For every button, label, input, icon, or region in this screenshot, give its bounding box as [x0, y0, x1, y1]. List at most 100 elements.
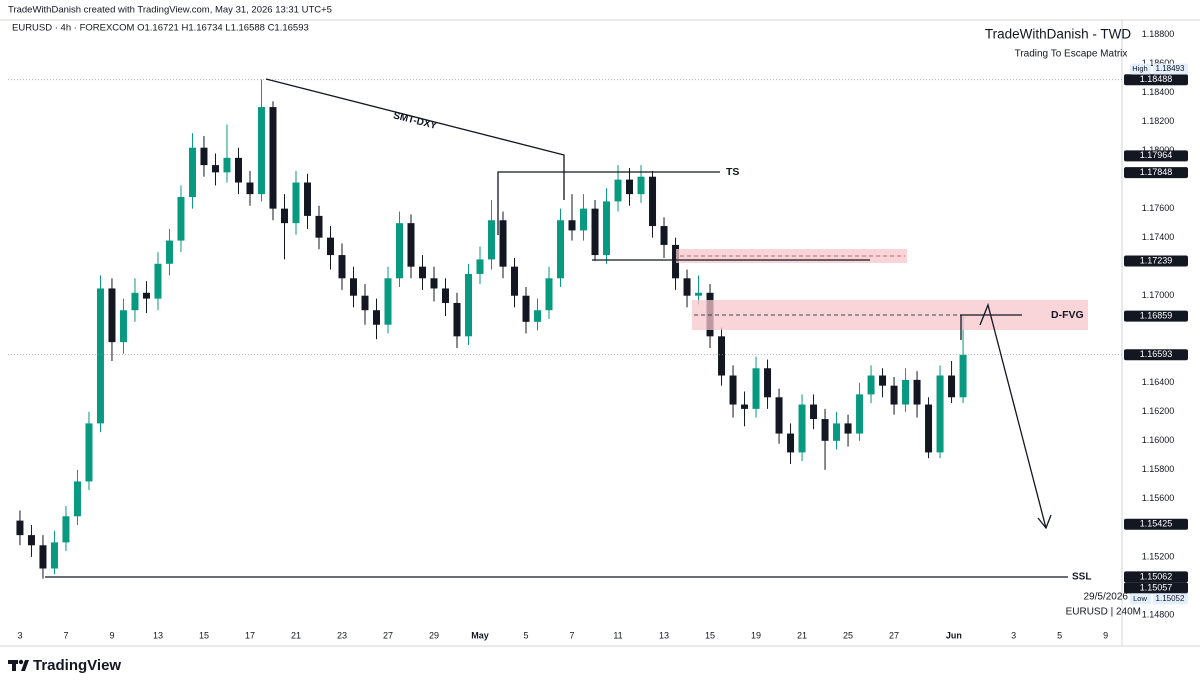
candle-body — [810, 404, 818, 420]
candle-body — [39, 545, 47, 569]
candle-body — [188, 147, 196, 198]
candle-body — [223, 157, 231, 173]
candle-body — [787, 433, 795, 453]
legend-bg — [8, 21, 308, 35]
y-tick-label: 1.18200 — [1142, 116, 1175, 126]
price-label-box — [1124, 571, 1188, 583]
x-tick-label: 9 — [109, 630, 114, 640]
candle-body — [442, 288, 450, 303]
x-tick-label: 7 — [570, 630, 575, 640]
candle-body — [867, 375, 875, 395]
candle-body — [557, 220, 565, 279]
candle-body — [16, 520, 24, 536]
x-tick-label: 3 — [17, 630, 22, 640]
price-label: 1.15425 — [1140, 519, 1173, 529]
candle-body — [913, 379, 921, 405]
brand-subtitle: Trading To Escape Matrix — [1015, 49, 1128, 60]
candle-body — [119, 310, 127, 343]
ts-line — [497, 171, 720, 235]
candle-body — [568, 220, 576, 231]
x-tick-label: 21 — [797, 630, 807, 640]
x-tick-label: 13 — [153, 630, 163, 640]
x-tick-label: 23 — [337, 630, 347, 640]
brand-title: TradeWithDanish - TWD — [985, 27, 1132, 42]
y-tick-label: 1.16000 — [1142, 435, 1175, 445]
price-label-box — [1124, 74, 1188, 86]
candle-body — [246, 182, 254, 195]
price-label-box — [1124, 150, 1188, 162]
candle-body — [511, 266, 519, 296]
candle-body — [349, 278, 357, 296]
y-tick-label: 1.15800 — [1142, 464, 1175, 474]
y-tick-label: 1.17000 — [1142, 290, 1175, 300]
price-label: 1.15057 — [1140, 582, 1173, 592]
y-tick-label: 1.18600 — [1142, 58, 1175, 68]
y-tick-label: 1.18400 — [1142, 87, 1175, 97]
price-label: 1.18488 — [1140, 74, 1173, 84]
candle-body — [165, 240, 173, 264]
price-label: 1.15052 — [1156, 594, 1185, 603]
x-tick-label: 15 — [199, 630, 209, 640]
projection-arrow — [979, 302, 1047, 529]
candle-body — [672, 244, 680, 279]
price-tag: Low — [1133, 594, 1147, 603]
candle-body — [614, 179, 622, 202]
candle-body — [211, 165, 219, 173]
price-label-box — [1124, 349, 1188, 361]
candle-body — [695, 292, 703, 296]
price-label: 1.17964 — [1140, 150, 1173, 160]
candle-body — [73, 481, 81, 517]
candle-body — [315, 215, 323, 238]
y-tick-label: 1.18800 — [1142, 29, 1175, 39]
candle-body — [499, 220, 507, 267]
x-tick-label: 13 — [659, 630, 669, 640]
candle-body — [902, 379, 910, 405]
price-tag: High — [1132, 64, 1147, 73]
logo: TradingView — [33, 657, 121, 674]
candle-body — [545, 278, 553, 311]
candle-body — [718, 336, 726, 376]
price-label: 1.16593 — [1140, 349, 1173, 359]
x-tick-label: 21 — [291, 630, 301, 640]
candle-body — [372, 310, 380, 325]
candle-body — [798, 404, 806, 453]
x-tick-label: 29 — [429, 630, 439, 640]
annotation: SSL — [1072, 572, 1091, 583]
y-tick-label: 1.15200 — [1142, 551, 1175, 561]
price-tag-box — [1130, 593, 1151, 605]
credit: TradeWithDanish created with TradingView… — [8, 5, 332, 16]
candle-body — [395, 223, 403, 279]
x-tick-label: May — [471, 630, 489, 640]
annotation: D-FVG — [1051, 309, 1084, 321]
candle-body — [465, 273, 473, 337]
candle-body — [833, 423, 841, 441]
price-label-box — [1153, 593, 1188, 605]
candle-body — [649, 176, 657, 227]
price-label-box — [1124, 167, 1188, 179]
candle-body — [844, 423, 852, 434]
candle-body — [752, 368, 760, 409]
candle-body — [488, 220, 496, 260]
candle-body — [890, 385, 898, 405]
candle-body — [775, 397, 783, 434]
candle-body — [522, 295, 530, 322]
candle-body — [27, 535, 35, 546]
candle-body — [292, 182, 300, 224]
candle-body — [384, 278, 392, 325]
x-tick-label: 17 — [245, 630, 255, 640]
candle-body — [419, 266, 427, 279]
price-label-box — [1124, 582, 1188, 594]
candle-body — [177, 197, 185, 241]
candle-body — [108, 288, 116, 343]
drawings — [45, 78, 1088, 578]
x-tick-label: 7 — [63, 630, 68, 640]
candle-body — [280, 208, 288, 224]
candle-body — [257, 107, 265, 195]
candle-body — [303, 182, 311, 216]
footer-date: 29/5/2026 — [1084, 592, 1129, 603]
candle-body — [603, 201, 611, 256]
candle-body — [534, 310, 542, 322]
x-tick-label: 11 — [613, 630, 622, 640]
